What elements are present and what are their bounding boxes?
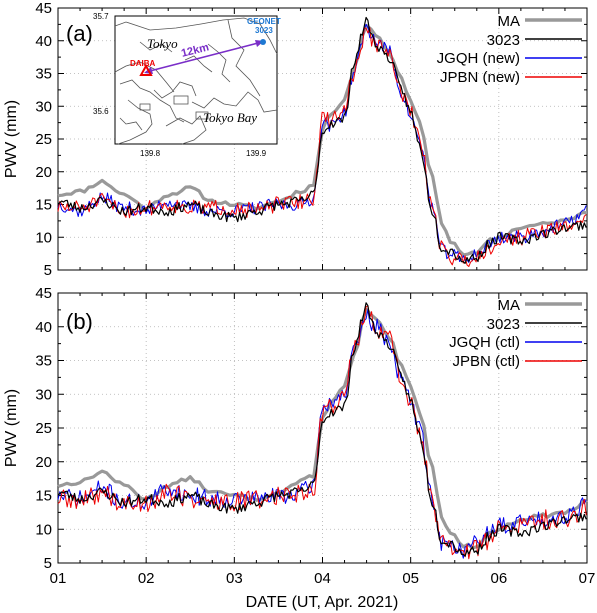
panel-a-y-axis-label: PWV (mm): [3, 100, 20, 178]
panel-b-x-ticks: 01 02 03 04 05 06 07: [50, 293, 596, 587]
legend-label: JPBN (ctl): [453, 353, 521, 370]
legend-label: 3023: [487, 316, 520, 333]
inset-map-lat-tick-35-6: 35.6: [93, 107, 109, 116]
daiba-marker: [139, 63, 153, 76]
geonet-label: GEONET 3023: [247, 17, 283, 35]
y-tick-label: 45: [35, 285, 52, 302]
panel-a-series: [57, 16, 588, 267]
inset-map-lon-tick-139-8: 139.8: [140, 149, 161, 158]
distance-arrow: [145, 41, 263, 73]
y-tick-label: 10: [35, 229, 52, 246]
y-tick-label: 20: [35, 164, 52, 181]
panel-a: 5 10 15 20 25 30 35 40 45 PWV (mm) (a): [3, 0, 588, 279]
series-line-3023: [57, 16, 587, 264]
legend-label: JGQH (ctl): [449, 334, 520, 351]
y-tick-label: 40: [35, 33, 52, 50]
inset-map: Tokyo Tokyo Bay 35.7 35.6 139.8 139.9 12…: [93, 12, 283, 158]
legend-label: MA: [498, 297, 521, 314]
geonet-label-line1: GEONET: [247, 17, 281, 26]
inset-map-label-tokyo-bay: Tokyo Bay: [203, 110, 257, 125]
legend-label: MA: [498, 13, 521, 30]
y-tick-label: 30: [35, 98, 52, 115]
panel-b-label: (b): [66, 309, 93, 334]
panel-a-y-ticks: 5 10 15 20 25 30 35 40 45: [35, 0, 587, 279]
x-tick-label: 07: [579, 570, 596, 587]
inset-map-coastline: [114, 17, 278, 145]
geonet-marker: [260, 39, 266, 45]
y-tick-label: 20: [35, 454, 52, 471]
panel-b: 5 10 15 20 25 30 35 40 45 01 02 03 04 05 06 07 PWV (mm…: [3, 285, 595, 587]
y-tick-label: 30: [35, 386, 52, 403]
series-line-3023: [57, 302, 587, 557]
inset-map-label-tokyo: Tokyo: [147, 36, 178, 51]
y-tick-label: 25: [35, 131, 52, 148]
x-tick-label: 06: [490, 570, 507, 587]
daiba-label: DAIBA: [130, 59, 156, 68]
geonet-label-line2: 3023: [255, 26, 273, 35]
legend-label: 3023: [487, 32, 520, 49]
y-tick-label: 15: [35, 197, 52, 214]
y-tick-label: 10: [35, 521, 52, 538]
y-tick-label: 35: [35, 66, 52, 83]
panel-b-series: [57, 302, 588, 560]
inset-map-lon-tick-139-9: 139.9: [246, 149, 267, 158]
panel-a-x-ticks: [57, 8, 588, 270]
y-tick-label: 5: [44, 555, 52, 572]
y-tick-label: 45: [35, 0, 52, 17]
x-axis-label: DATE (UT, Apr. 2021): [246, 594, 399, 611]
y-tick-label: 15: [35, 488, 52, 505]
y-tick-label: 25: [35, 420, 52, 437]
y-tick-label: 5: [44, 262, 52, 279]
x-tick-label: 03: [226, 570, 243, 587]
inset-map-lat-tick-35-7: 35.7: [93, 12, 109, 21]
legend-label: JPBN (new): [440, 69, 520, 86]
y-tick-label: 40: [35, 319, 52, 336]
legend-label: JGQH (new): [437, 50, 520, 67]
x-tick-label: 01: [50, 570, 67, 587]
x-tick-label: 04: [314, 570, 331, 587]
panel-b-y-axis-label: PWV (mm): [3, 389, 20, 467]
series-line-jpbn-new: [57, 27, 587, 267]
panel-b-y-ticks: 5 10 15 20 25 30 35 40 45: [35, 285, 587, 572]
panel-a-label: (a): [66, 21, 93, 46]
y-tick-label: 35: [35, 353, 52, 370]
x-tick-label: 02: [138, 570, 155, 587]
x-tick-label: 05: [402, 570, 419, 587]
